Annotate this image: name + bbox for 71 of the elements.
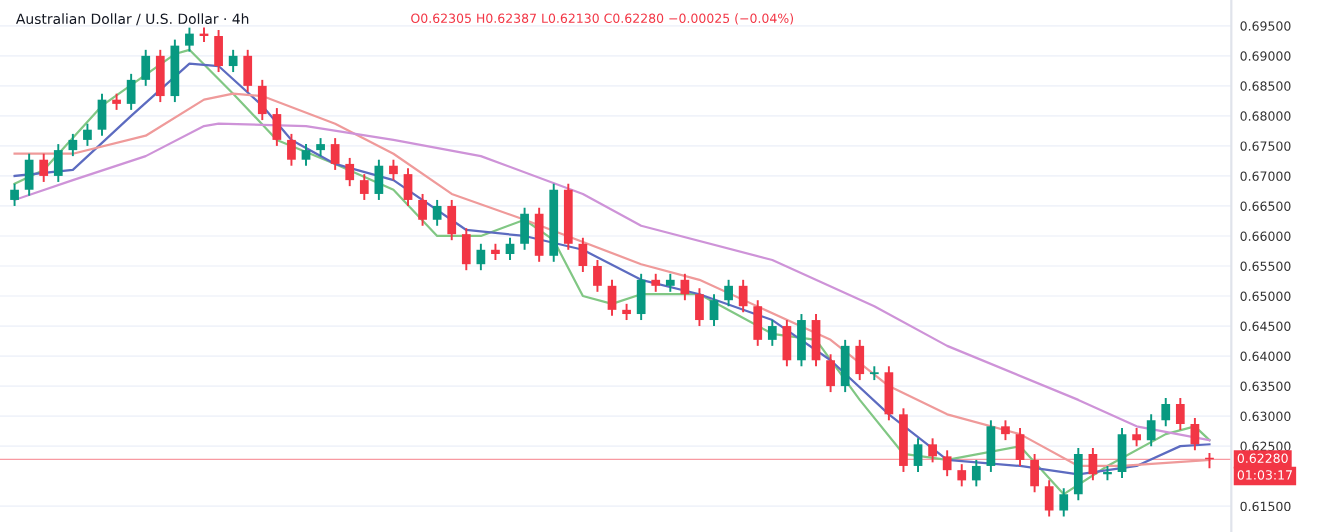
candlestick (1030, 452, 1039, 494)
candlestick (942, 449, 952, 478)
candlestick (10, 182, 19, 207)
candlestick (359, 173, 369, 201)
candlestick (374, 158, 384, 201)
candlestick (1059, 487, 1069, 518)
candlestick (330, 137, 340, 171)
candlestick (228, 48, 238, 74)
candlestick (476, 242, 486, 272)
candlestick (389, 158, 398, 182)
candlestick (155, 48, 165, 104)
candlestick (418, 192, 427, 227)
candlestick (884, 365, 894, 422)
candlestick (39, 152, 49, 183)
candlestick (1015, 427, 1025, 467)
candlestick (695, 287, 704, 328)
candlestick (1088, 446, 1098, 482)
candlestick (957, 463, 967, 488)
candlestick (651, 272, 661, 293)
candlestick (461, 227, 471, 272)
candlestick (1001, 419, 1010, 442)
candlestick (665, 272, 675, 293)
candlestick (447, 198, 457, 242)
candlestick (1132, 427, 1141, 448)
candlestick (1146, 413, 1156, 448)
candlestick (520, 206, 529, 251)
candlestick (826, 353, 835, 394)
candlestick (24, 152, 34, 197)
candlestick (534, 206, 544, 263)
candlestick (141, 48, 151, 87)
candlestick (505, 236, 515, 261)
candlestick (928, 437, 937, 464)
candlestick (97, 92, 107, 137)
candlestick (301, 143, 311, 167)
candlestick (840, 338, 850, 394)
candlestick (257, 78, 267, 122)
candlestick (68, 132, 78, 158)
candlestick (753, 299, 763, 347)
candlestick (1117, 427, 1127, 479)
candlestick (855, 338, 865, 382)
candlestick (738, 278, 748, 314)
candlestick (403, 167, 413, 207)
candlestick (986, 419, 996, 473)
candlestick (724, 278, 733, 308)
candlestick (287, 132, 296, 167)
candlestick (1044, 479, 1054, 518)
candlestick (1161, 397, 1171, 428)
candlestick (593, 259, 602, 293)
candlestick (83, 122, 92, 147)
candlestick (185, 26, 194, 53)
candlestick (432, 198, 442, 227)
candlestick (243, 48, 253, 93)
candlestick (214, 29, 223, 74)
candlestick (53, 143, 63, 183)
candlestick (607, 278, 617, 317)
candlestick (971, 458, 981, 488)
candlestick (1190, 416, 1200, 452)
candlestick (345, 156, 355, 188)
candlestick (316, 137, 325, 158)
candlestick (636, 272, 646, 322)
candlestick (782, 319, 792, 368)
candlestick (1073, 446, 1083, 502)
candlestick (811, 313, 821, 368)
candlestick (578, 236, 588, 273)
candlestick (126, 72, 136, 111)
candlestick (767, 319, 777, 347)
candlestick (913, 437, 923, 473)
candlestick (709, 293, 719, 328)
candlestick (797, 313, 806, 368)
candlestick (272, 107, 282, 147)
candlestick (1175, 397, 1185, 431)
